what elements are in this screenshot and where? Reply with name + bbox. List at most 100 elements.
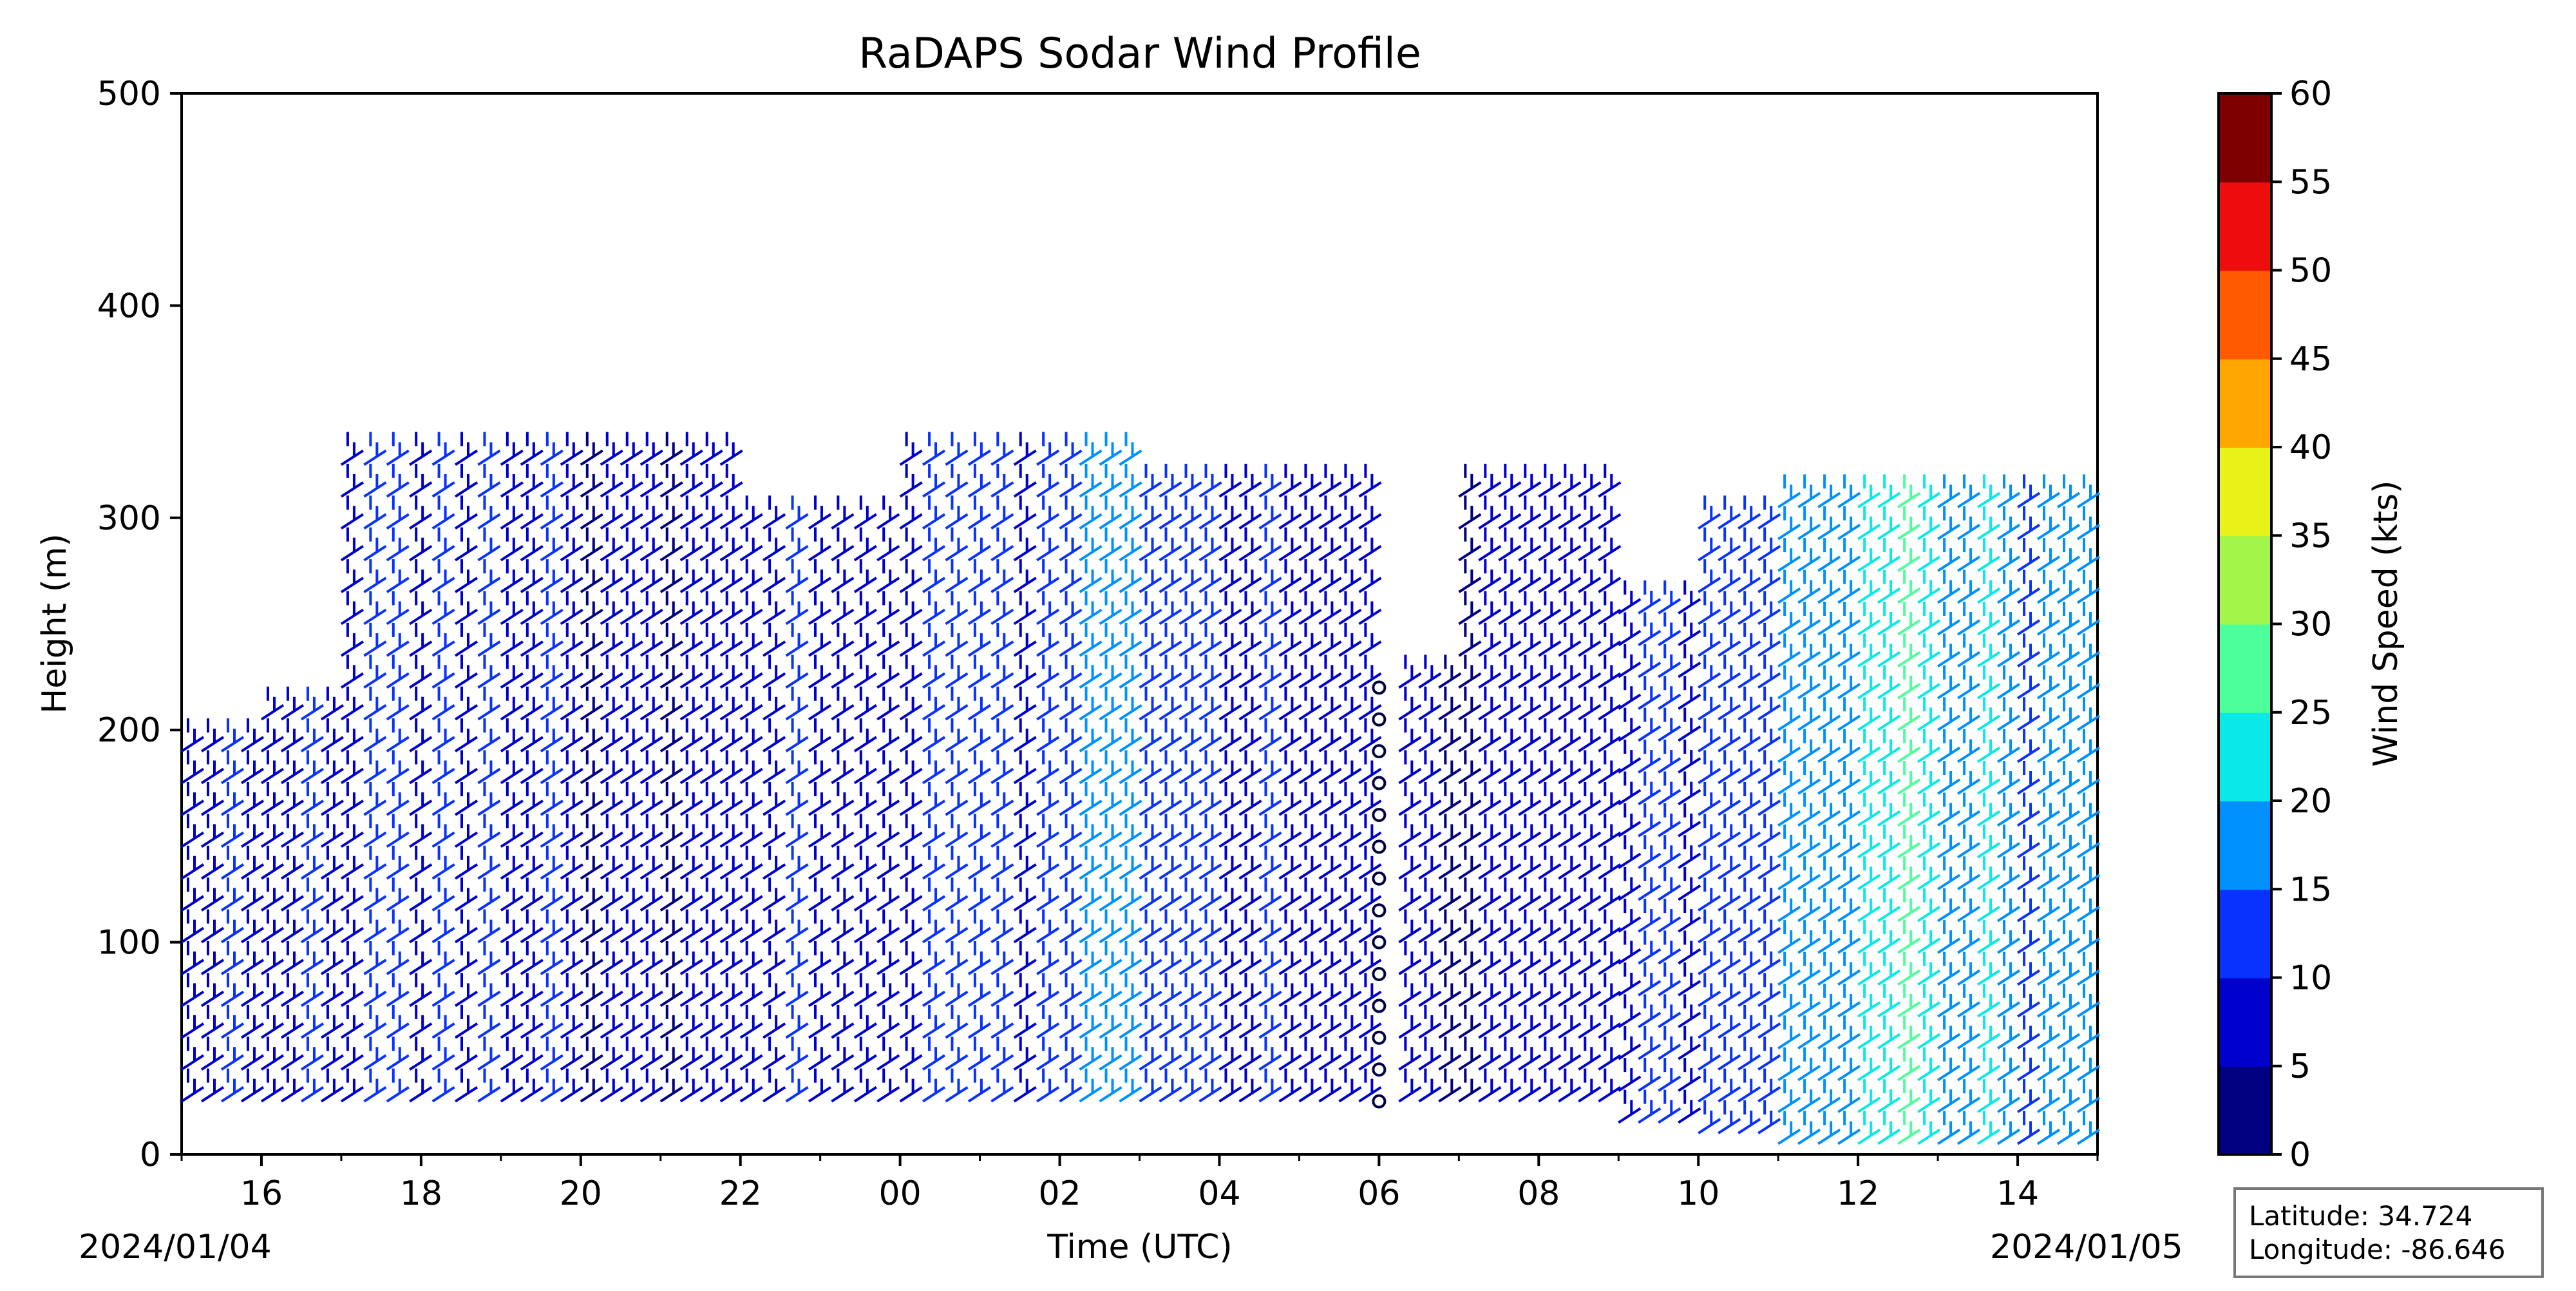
wind-barb <box>1278 527 1302 562</box>
wind-barb <box>1718 845 1741 880</box>
wind-barb <box>659 718 683 752</box>
wind-barb <box>1877 538 1901 572</box>
wind-barb <box>899 781 923 816</box>
wind-barb <box>1837 1079 1861 1113</box>
wind-barb <box>1698 686 1721 721</box>
wind-barb <box>1218 686 1242 721</box>
wind-barb <box>477 750 501 785</box>
wind-barb <box>1079 655 1103 689</box>
wind-barb <box>280 781 305 816</box>
colorbar-segment <box>2219 270 2271 359</box>
wind-barb <box>1658 803 1681 837</box>
wind-barb <box>1877 1111 1901 1145</box>
wind-barb <box>1358 718 1382 752</box>
wind-barb <box>1777 952 1801 986</box>
wind-barb <box>320 718 345 752</box>
wind-barb <box>1598 973 1622 1008</box>
wind-barb <box>719 686 743 721</box>
wind-barb <box>540 718 564 752</box>
wind-barb <box>1777 506 1801 540</box>
wind-barb <box>1718 718 1741 752</box>
wind-barb <box>876 1068 900 1103</box>
wind-barb <box>320 973 345 1008</box>
wind-barb <box>1698 622 1721 657</box>
wind-barb <box>1119 845 1142 880</box>
wind-barb <box>1698 1004 1721 1039</box>
wind-barb <box>454 495 478 530</box>
wind-barb <box>1917 697 1941 731</box>
wind-barb <box>1318 495 1342 530</box>
colorbar-segment <box>2219 447 2271 537</box>
wind-barb <box>1996 1047 2021 1082</box>
wind-barb <box>967 495 991 530</box>
wind-barb <box>1238 718 1262 752</box>
wind-barb <box>990 559 1014 593</box>
wind-barb <box>1013 845 1037 880</box>
wind-barb <box>1538 622 1562 657</box>
wind-barb <box>1937 665 1961 700</box>
wind-barb <box>679 559 703 593</box>
wind-barb <box>363 559 387 593</box>
wind-barb <box>409 432 433 466</box>
wind-barb <box>1238 559 1262 593</box>
wind-barb <box>1119 655 1142 689</box>
wind-barb <box>853 845 877 880</box>
wind-barb <box>477 909 501 944</box>
wind-barb <box>1538 845 1562 880</box>
wind-barb <box>1976 1015 2001 1049</box>
wind-barb <box>1678 707 1701 742</box>
wind-barb <box>831 591 855 626</box>
wind-barb <box>785 495 809 530</box>
wind-barb <box>808 559 832 593</box>
wind-barb <box>853 1068 877 1103</box>
wind-barb <box>1059 432 1083 466</box>
wind-barb <box>1857 761 1881 795</box>
wind-barb <box>1498 941 1522 975</box>
wind-barb <box>620 845 643 880</box>
wind-barb <box>1198 814 1222 848</box>
wind-barb <box>1638 835 1662 869</box>
wind-barb <box>1638 1026 1662 1060</box>
wind-barb <box>1638 676 1662 710</box>
wind-barb <box>1976 1111 2001 1145</box>
wind-barb <box>1013 1037 1037 1071</box>
wind-barb <box>1558 814 1582 848</box>
calm-marker <box>1372 967 1387 982</box>
wind-barb <box>580 781 603 816</box>
wind-barb <box>1937 920 1961 954</box>
wind-barb <box>808 1004 832 1039</box>
wind-barb <box>620 622 643 657</box>
wind-barb <box>300 1068 325 1103</box>
wind-barb <box>386 622 410 657</box>
wind-barb <box>1837 1015 1861 1049</box>
wind-barb <box>1518 1037 1542 1071</box>
wind-barb <box>220 973 245 1008</box>
wind-barb <box>2036 1047 2061 1082</box>
wind-barb <box>1498 591 1522 626</box>
wind-barb <box>876 622 900 657</box>
wind-barb <box>1179 718 1202 752</box>
wind-barb <box>1159 527 1182 562</box>
wind-barb <box>1258 941 1282 975</box>
wind-barb <box>386 463 410 498</box>
wind-barb <box>1179 559 1202 593</box>
wind-barb <box>1956 1079 1981 1113</box>
wind-barb <box>1013 622 1037 657</box>
wind-barb <box>200 750 225 785</box>
wind-barb <box>1558 495 1582 530</box>
wind-barb <box>1218 781 1242 816</box>
wind-barb <box>1358 941 1382 975</box>
wind-barb <box>1398 686 1422 721</box>
wind-barb <box>580 655 603 689</box>
wind-barb <box>340 559 365 593</box>
wind-barb <box>1318 814 1342 848</box>
wind-barb <box>363 781 387 816</box>
wind-barb <box>1598 1068 1622 1103</box>
wind-barb <box>719 432 743 466</box>
wind-barb <box>1976 506 2001 540</box>
wind-barb <box>600 1068 623 1103</box>
wind-barb <box>1777 474 1801 509</box>
wind-barb <box>500 1037 524 1071</box>
wind-barb <box>1877 697 1901 731</box>
wind-barb <box>2076 983 2101 1018</box>
